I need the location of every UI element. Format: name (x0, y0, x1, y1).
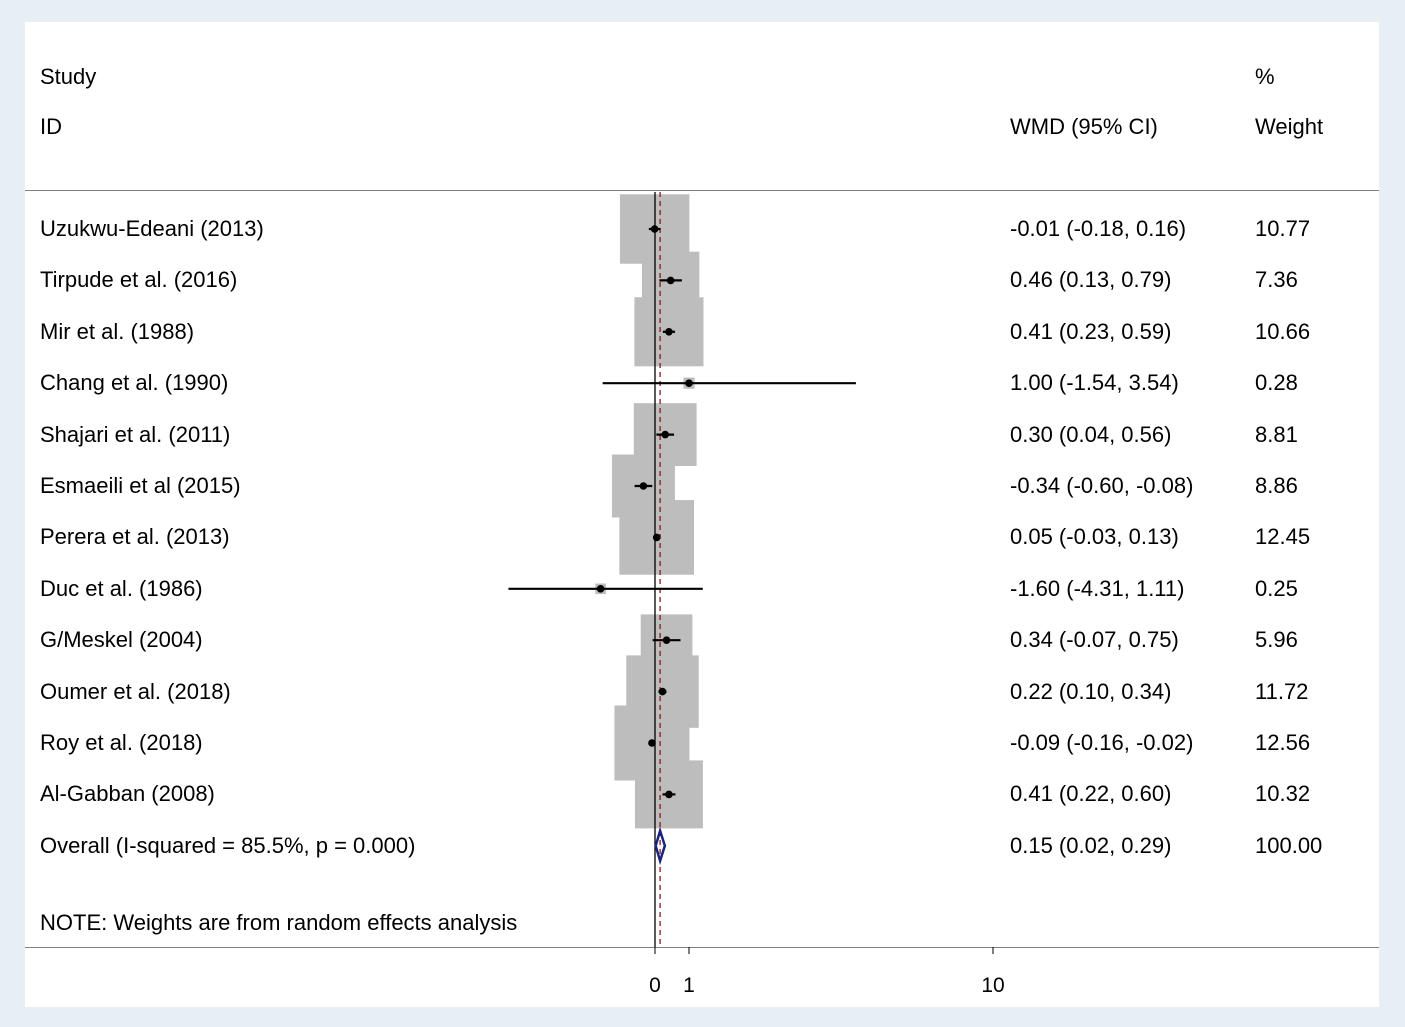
point-estimate (639, 482, 648, 490)
effect-size-text: 1.00 (-1.54, 3.54) (1010, 370, 1179, 396)
effect-size-text: 0.30 (0.04, 0.56) (1010, 421, 1172, 447)
effect-size-text: -0.01 (-0.18, 0.16) (1010, 216, 1187, 241)
study-label: Mir et al. (1988) (40, 318, 195, 344)
weight-text: 0.28 (1255, 370, 1298, 396)
weight-text: 8.81 (1255, 421, 1298, 447)
weight-text: 7.36 (1255, 267, 1298, 293)
overall-effect-text: 0.15 (0.02, 0.29) (1010, 832, 1172, 858)
effect-size-text: 0.46 (0.13, 0.79) (1010, 267, 1172, 293)
weight-text: 5.96 (1255, 627, 1298, 653)
header-weight: Weight (1255, 114, 1324, 139)
effect-size-text: -0.34 (-0.60, -0.08) (1010, 473, 1194, 498)
footnote: NOTE: Weights are from random effects an… (40, 910, 518, 935)
overall-diamond (654, 826, 667, 866)
point-estimate (650, 225, 659, 233)
study-label: Oumer et al. (2018) (40, 678, 231, 704)
point-estimate (665, 328, 673, 336)
x-tick-label: 0 (649, 974, 661, 997)
header-study: Study (40, 64, 97, 89)
axis-rule (25, 947, 1379, 948)
point-estimate (685, 379, 693, 388)
weight-text: 8.86 (1255, 473, 1298, 498)
point-estimate (661, 430, 669, 439)
header-effect: WMD (95% CI) (1010, 114, 1158, 139)
study-label: Esmaeili et al (2015) (40, 473, 241, 498)
x-tick-label: 1 (683, 974, 695, 997)
header-rule (25, 190, 1379, 191)
header-percent: % (1255, 64, 1275, 89)
study-label: Shajari et al. (2011) (40, 421, 231, 447)
weight-text: 10.66 (1255, 318, 1311, 344)
effect-size-text: -0.09 (-0.16, -0.02) (1010, 730, 1194, 755)
weight-text: 11.72 (1255, 678, 1309, 704)
point-estimate (658, 687, 667, 696)
effect-size-text: -1.60 (-4.31, 1.11) (1010, 575, 1185, 601)
point-estimate (648, 739, 656, 747)
study-label: Uzukwu-Edeani (2013) (40, 216, 264, 241)
point-estimate (652, 533, 661, 542)
effect-size-text: 0.41 (0.23, 0.59) (1010, 318, 1172, 344)
header-id: ID (40, 114, 62, 139)
effect-size-text: 0.34 (-0.07, 0.75) (1010, 627, 1179, 653)
study-label: Roy et al. (2018) (40, 730, 203, 755)
effect-size-text: 0.05 (-0.03, 0.13) (1010, 524, 1179, 550)
study-label: G/Meskel (2004) (40, 627, 203, 653)
study-label: Al-Gabban (2008) (40, 781, 215, 807)
overall-weight-text: 100.00 (1255, 832, 1323, 858)
point-estimate (666, 276, 675, 285)
point-estimate (596, 585, 605, 593)
weight-text: 10.77 (1255, 216, 1311, 241)
x-tick-label: 10 (981, 974, 1004, 997)
forest-plot-svg: 0 1 10 (508, 192, 1005, 997)
study-label: Perera et al. (2013) (40, 524, 230, 550)
effect-size-text: 0.22 (0.10, 0.34) (1010, 678, 1172, 704)
weight-text: 12.45 (1255, 524, 1311, 550)
study-label: Duc et al. (1986) (40, 575, 203, 601)
point-estimate (665, 790, 673, 799)
weight-text: 0.25 (1255, 575, 1298, 601)
study-label: Tirpude et al. (2016) (40, 267, 238, 293)
point-estimate (662, 636, 671, 644)
study-label: Chang et al. (1990) (40, 370, 229, 396)
effect-size-text: 0.41 (0.22, 0.60) (1010, 781, 1172, 807)
weight-text: 12.56 (1255, 730, 1311, 755)
weight-text: 10.32 (1255, 781, 1311, 807)
forest-plot-panel: Study ID WMD (95% CI) % Weight Uzukwu-Ed… (25, 22, 1379, 1007)
overall-label: Overall (I-squared = 85.5%, p = 0.000) (40, 832, 416, 858)
